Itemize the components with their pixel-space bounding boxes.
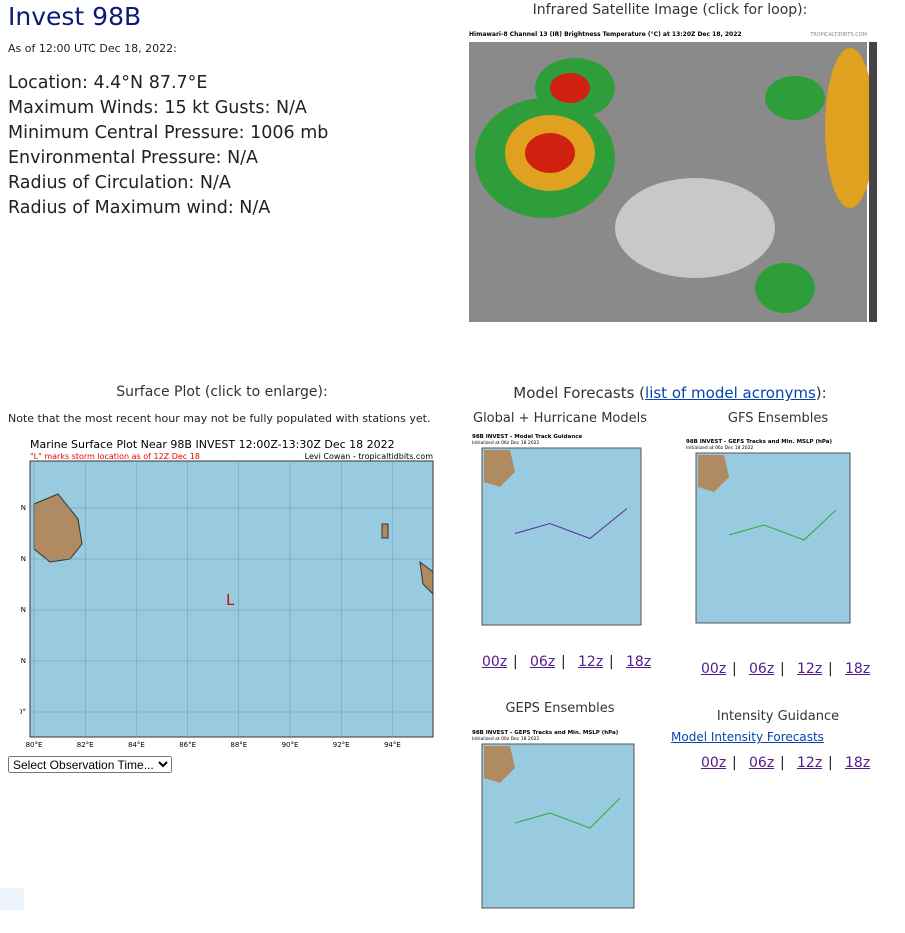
as-of: As of 12:00 UTC Dec 18, 2022: bbox=[8, 42, 177, 55]
run-link[interactable]: 06z bbox=[749, 755, 775, 771]
model-image-subtitle: Initialized at 06z Dec 18 2022 bbox=[472, 440, 539, 446]
surface-image-subtitle: "L" marks storm location as of 12Z Dec 1… bbox=[30, 452, 200, 461]
y-axis-label: 0° bbox=[20, 708, 26, 716]
model-image-title: 98B INVEST - Model Track Guidance bbox=[472, 434, 583, 440]
x-axis-label: 84°E bbox=[128, 741, 145, 749]
acronyms-link[interactable]: list of model acronyms bbox=[645, 384, 816, 402]
run-link[interactable]: 00z bbox=[701, 755, 727, 771]
satellite-image[interactable]: Himawari-8 Channel 13 (IR) Brightness Te… bbox=[455, 28, 885, 338]
satellite-credit: TROPICALTIDBITS.COM bbox=[809, 32, 867, 38]
run-link[interactable]: 06z bbox=[749, 661, 775, 677]
model-image[interactable]: 98B INVEST - Model Track GuidanceInitial… bbox=[470, 432, 657, 635]
separator: | bbox=[780, 661, 785, 677]
intensity-link[interactable]: Model Intensity Forecasts bbox=[671, 730, 824, 744]
y-axis-label: 4°N bbox=[20, 606, 26, 614]
x-axis-label: 94°E bbox=[384, 741, 401, 749]
storm-detail: Location: 4.4°N 87.7°E bbox=[8, 73, 208, 93]
separator: | bbox=[828, 661, 833, 677]
run-link[interactable]: 12z bbox=[797, 661, 823, 677]
storm-detail: Radius of Circulation: N/A bbox=[8, 173, 231, 193]
x-axis-label: 88°E bbox=[230, 741, 247, 749]
y-axis-label: 8°N bbox=[20, 504, 26, 512]
y-axis-label: 6°N bbox=[20, 555, 26, 563]
track bbox=[728, 509, 837, 541]
map-land bbox=[484, 746, 515, 783]
run-link[interactable]: 18z bbox=[845, 755, 871, 771]
heading-prefix: Model Forecasts ( bbox=[513, 384, 646, 402]
separator: | bbox=[609, 654, 614, 670]
run-link[interactable]: 18z bbox=[626, 654, 652, 670]
separator: | bbox=[732, 661, 737, 677]
x-axis-label: 82°E bbox=[77, 741, 94, 749]
storm-marker: L bbox=[226, 591, 235, 609]
panel-title: Global + Hurricane Models bbox=[472, 411, 648, 426]
surface-heading: Surface Plot (click to enlarge): bbox=[116, 384, 328, 400]
run-link[interactable]: 06z bbox=[530, 654, 556, 670]
corner-widget bbox=[0, 888, 24, 910]
separator: | bbox=[561, 654, 566, 670]
model-image-title: 98B INVEST - GEPS Tracks and Min. MSLP (… bbox=[472, 730, 619, 736]
map-land bbox=[484, 450, 515, 487]
x-axis-label: 92°E bbox=[333, 741, 350, 749]
surface-credit: Levi Cowan - tropicaltidbits.com bbox=[305, 452, 434, 461]
model-image-title: 98B INVEST - GEFS Tracks and Min. MSLP (… bbox=[686, 439, 832, 445]
run-link[interactable]: 12z bbox=[578, 654, 604, 670]
model-image-subtitle: Initialized at 00z Dec 18 2022 bbox=[472, 736, 539, 742]
intensity-title: Intensity Guidance bbox=[716, 709, 840, 724]
track bbox=[514, 508, 628, 540]
separator: | bbox=[828, 755, 833, 771]
x-axis-label: 90°E bbox=[282, 741, 299, 749]
y-axis-label: 2°N bbox=[20, 657, 26, 665]
observation-select[interactable]: Select Observation Time... bbox=[8, 756, 172, 773]
storm-detail: Minimum Central Pressure: 1006 mb bbox=[8, 123, 329, 143]
model-image[interactable]: 98B INVEST - GEFS Tracks and Min. MSLP (… bbox=[684, 437, 866, 633]
map-land bbox=[698, 455, 729, 492]
surface-note: Note that the most recent hour may not b… bbox=[8, 412, 431, 425]
storm-detail: Radius of Maximum wind: N/A bbox=[8, 198, 271, 218]
models-heading: Model Forecasts (list of model acronyms)… bbox=[513, 384, 826, 402]
model-image-subtitle: Initialized at 06z Dec 18 2022 bbox=[686, 445, 753, 451]
surface-image-title: Marine Surface Plot Near 98B INVEST 12:0… bbox=[30, 438, 395, 451]
satellite-heading: Infrared Satellite Image (click for loop… bbox=[532, 2, 808, 18]
map-sea bbox=[695, 452, 851, 624]
panel-title: GFS Ensembles bbox=[727, 411, 829, 426]
x-axis-label: 80°E bbox=[26, 741, 43, 749]
separator: | bbox=[732, 755, 737, 771]
storm-title: Invest 98B bbox=[8, 2, 142, 31]
surface-image[interactable]: Marine Surface Plot Near 98B INVEST 12:0… bbox=[20, 434, 440, 754]
separator: | bbox=[780, 755, 785, 771]
heading-suffix: ): bbox=[815, 384, 827, 402]
model-image[interactable]: 98B INVEST - GEPS Tracks and Min. MSLP (… bbox=[470, 728, 650, 918]
separator: | bbox=[513, 654, 518, 670]
storm-detail: Maximum Winds: 15 kt Gusts: N/A bbox=[8, 98, 307, 118]
run-link[interactable]: 00z bbox=[482, 654, 508, 670]
run-link[interactable]: 00z bbox=[701, 661, 727, 677]
run-link[interactable]: 18z bbox=[845, 661, 871, 677]
panel-title: GEPS Ensembles bbox=[505, 701, 615, 716]
x-axis-label: 86°E bbox=[179, 741, 196, 749]
run-link[interactable]: 12z bbox=[797, 755, 823, 771]
track bbox=[514, 797, 621, 829]
storm-detail: Environmental Pressure: N/A bbox=[8, 148, 259, 168]
satellite-image-title: Himawari-8 Channel 13 (IR) Brightness Te… bbox=[469, 31, 742, 38]
